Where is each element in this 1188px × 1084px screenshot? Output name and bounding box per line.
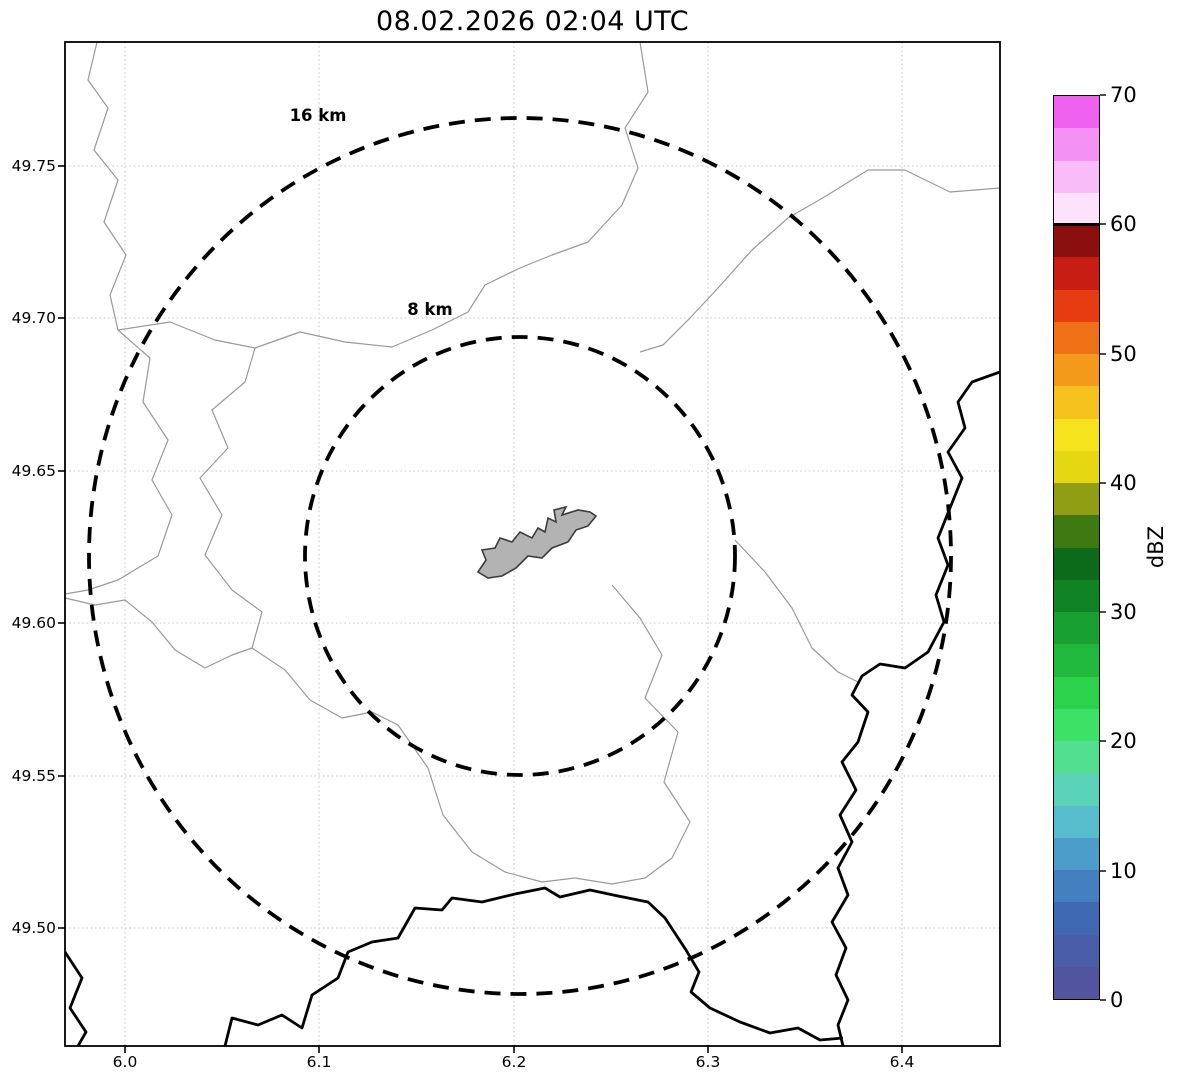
colorbar-segment	[1054, 354, 1099, 387]
colorbar-tick-label: 60	[1110, 212, 1137, 237]
colorbar-segment	[1054, 934, 1099, 967]
range-ring-16km	[87, 116, 953, 996]
x-tick-label: 6.1	[306, 1053, 332, 1071]
colorbar-tick-label: 40	[1110, 470, 1137, 495]
boundary-line	[65, 42, 173, 595]
colorbar-segment	[1054, 386, 1099, 419]
country-border-lines	[65, 370, 1000, 1046]
boundary-line	[734, 539, 859, 683]
colorbar-segment	[1054, 192, 1099, 225]
colorbar-segment	[1054, 418, 1099, 451]
x-tick-label: 6.3	[695, 1053, 721, 1071]
colorbar-tick-label: 20	[1110, 729, 1137, 754]
colorbar-tick-label: 70	[1110, 83, 1137, 107]
colorbar-segment	[1054, 160, 1099, 193]
colorbar-segment	[1054, 837, 1099, 870]
y-tick-label: 49.55	[11, 767, 56, 785]
colorbar	[1053, 95, 1100, 1000]
border-line	[223, 886, 844, 1046]
plot-title: 08.02.2026 02:04 UTC	[375, 6, 690, 37]
colorbar-segment	[1054, 483, 1099, 516]
colorbar-segment	[1054, 579, 1099, 612]
y-tick-label: 49.75	[11, 157, 56, 175]
colorbar-segment	[1054, 966, 1099, 999]
colorbar-segment	[1054, 128, 1099, 161]
colorbar-segment	[1054, 289, 1099, 322]
colorbar-tick-label: 30	[1110, 600, 1137, 625]
colorbar-tick-label: 10	[1110, 858, 1137, 883]
colorbar-segment	[1054, 96, 1099, 129]
range-ring-8km	[303, 335, 737, 777]
city-polygon	[476, 505, 598, 579]
colorbar-segment	[1054, 257, 1099, 290]
colorbar-segment	[1054, 515, 1099, 548]
colorbar-segment	[1054, 225, 1099, 258]
grid-lines	[65, 42, 1000, 1046]
y-tick-label: 49.60	[11, 614, 56, 632]
range-ring-label-8km: 8 km	[407, 300, 453, 319]
range-ring-label-16km: 16 km	[289, 106, 347, 125]
colorbar-segment	[1054, 547, 1099, 580]
admin-boundary-lines	[65, 42, 1000, 885]
colorbar-segment	[1054, 805, 1099, 838]
boundary-line	[199, 347, 576, 883]
colorbar-segment	[1054, 773, 1099, 806]
border-line	[830, 370, 1000, 1046]
x-tick-label: 6.4	[889, 1053, 915, 1071]
colorbar-segment	[1054, 870, 1099, 903]
y-tick-label: 49.65	[11, 462, 56, 480]
colorbar-tick-marks	[1100, 94, 1106, 1001]
colorbar-unit-label: dBZ	[1144, 525, 1168, 569]
colorbar-segment	[1054, 612, 1099, 645]
x-tick-label: 6.2	[501, 1053, 527, 1071]
boundary-line	[574, 584, 691, 885]
axis-tick-marks	[58, 165, 903, 1053]
y-tick-label: 49.70	[11, 309, 56, 327]
boundary-line	[117, 42, 649, 349]
colorbar-segment	[1054, 450, 1099, 483]
colorbar-tick-label: 0	[1110, 988, 1124, 1012]
boundary-line	[65, 597, 253, 669]
colorbar-segment	[1054, 321, 1099, 354]
colorbar-tick-label: 50	[1110, 341, 1137, 366]
colorbar-segment	[1054, 902, 1099, 935]
colorbar-segment	[1054, 644, 1099, 677]
y-tick-label: 49.50	[11, 919, 56, 937]
colorbar-segment	[1054, 741, 1099, 774]
colorbar-60dbz-line	[1053, 223, 1100, 226]
colorbar-segment	[1054, 676, 1099, 709]
x-tick-label: 6.0	[112, 1053, 138, 1071]
boundary-line	[639, 169, 1000, 353]
colorbar-segment	[1054, 708, 1099, 741]
plot-frame	[64, 41, 1001, 1047]
border-line	[65, 951, 88, 1046]
